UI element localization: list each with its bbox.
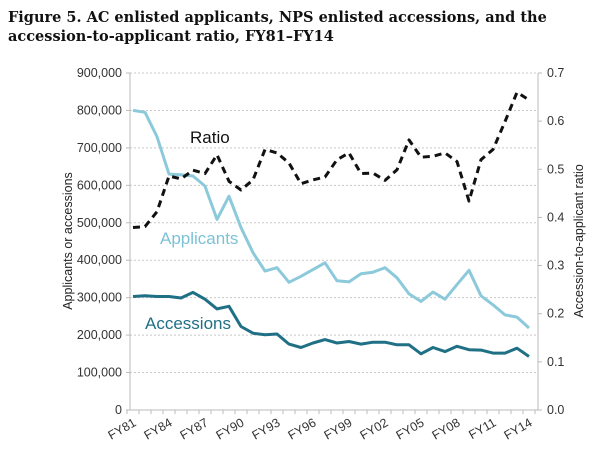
y-tick-label: 0 [115, 403, 122, 417]
y-tick-label: 600,000 [77, 178, 122, 192]
y-axis-right-title: Accession-to-applicant ratio [572, 164, 586, 318]
series-line-applicants [132, 108, 531, 330]
y-right-tick-label: 0.0 [547, 403, 564, 417]
x-tick-label: FY11 [466, 415, 498, 442]
x-tick-label: FY93 [250, 415, 283, 442]
x-tick-label: FY99 [322, 415, 355, 442]
y-tick-label: 100,000 [77, 366, 122, 380]
y-right-tick-label: 0.3 [547, 259, 564, 273]
y-right-tick-label: 0.5 [547, 162, 564, 176]
y-axis-title: Applicants or accessions [61, 172, 75, 310]
x-tick-label: FY05 [394, 415, 427, 442]
series-line-ratio [132, 90, 530, 229]
x-tick-label: FY90 [214, 415, 247, 442]
y-tick-label: 500,000 [77, 216, 122, 230]
y-right-tick-label: 0.1 [547, 355, 564, 369]
x-tick-label: FY96 [286, 415, 319, 442]
series-label-ratio: Ratio [190, 128, 230, 147]
y-right-tick-label: 0.7 [547, 66, 564, 80]
y-tick-label: 400,000 [77, 253, 122, 267]
x-tick-label: FY02 [358, 415, 391, 442]
x-tick-label: FY87 [178, 415, 211, 442]
series-label-accessions: Accessions [145, 314, 231, 333]
figure-title: Figure 5. AC enlisted applicants, NPS en… [8, 9, 547, 45]
y-tick-label: 700,000 [77, 141, 122, 155]
x-tick-label: FY08 [430, 415, 463, 442]
y-right-tick-label: 0.4 [547, 210, 564, 224]
y-tick-label: 900,000 [77, 66, 122, 80]
x-tick-label: FY14 [502, 415, 535, 442]
series-label-applicants: Applicants [160, 229, 238, 248]
series-line-accessions [132, 290, 530, 358]
y-tick-label: 300,000 [77, 291, 122, 305]
y-tick-label: 800,000 [77, 103, 122, 117]
y-right-tick-label: 0.6 [547, 114, 564, 128]
x-tick-label: FY84 [142, 415, 175, 442]
y-tick-label: 200,000 [77, 328, 122, 342]
y-right-tick-label: 0.2 [547, 307, 564, 321]
x-tick-label: FY81 [106, 415, 139, 442]
